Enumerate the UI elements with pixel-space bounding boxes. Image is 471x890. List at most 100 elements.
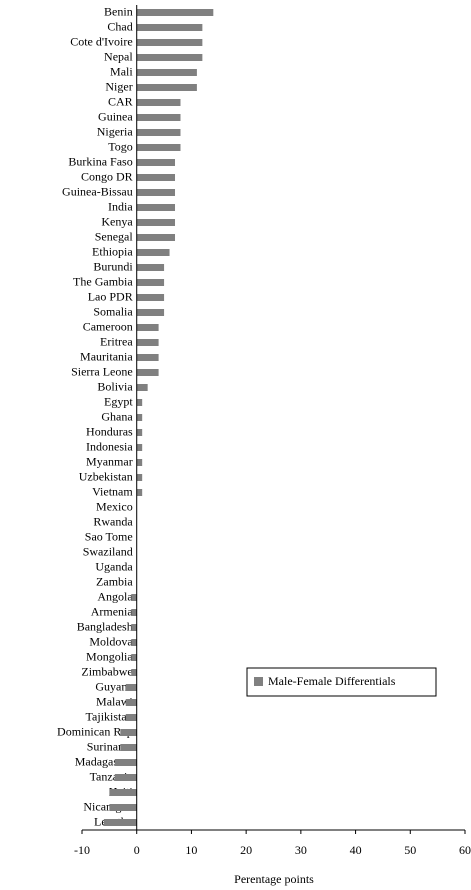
y-tick-label: Kenya: [101, 214, 133, 228]
bar: [114, 759, 137, 766]
y-tick-label: Mauritania: [80, 349, 133, 363]
bar: [136, 144, 181, 151]
y-tick-label: Benin: [104, 4, 133, 18]
y-tick-label: Nigeria: [97, 124, 134, 138]
bar: [109, 789, 137, 796]
y-tick-label: Malawi: [96, 694, 133, 708]
y-tick-label: Dominican Rep: [57, 724, 133, 738]
y-tick-label: Moldova: [89, 634, 133, 648]
bar: [136, 384, 148, 391]
x-tick-label: 60: [459, 843, 471, 857]
y-tick-label: Rwanda: [93, 514, 133, 528]
y-tick-label: Mali: [110, 64, 133, 78]
bar: [125, 699, 137, 706]
bar: [120, 744, 137, 751]
y-tick-label: CAR: [108, 94, 133, 108]
bar: [136, 474, 143, 481]
bar: [136, 174, 176, 181]
bar: [136, 339, 159, 346]
y-tick-label: Togo: [108, 139, 133, 153]
y-tick-label: Mexico: [96, 499, 133, 513]
bar: [136, 69, 197, 76]
bar: [136, 129, 181, 136]
y-tick-label: Swaziland: [83, 544, 133, 558]
bar: [136, 204, 176, 211]
bar: [136, 414, 143, 421]
y-tick-label: Nepal: [104, 49, 133, 63]
y-tick-label: Congo DR: [81, 169, 133, 183]
bar: [136, 9, 214, 16]
y-tick-label: Uzbekistan: [79, 469, 133, 483]
y-tick-label: Somalia: [93, 304, 133, 318]
bar: [136, 354, 159, 361]
y-tick-label: Armenia: [91, 604, 134, 618]
y-tick-label: Burkina Faso: [68, 154, 132, 168]
y-tick-label: Mongolia: [86, 649, 133, 663]
bar: [103, 819, 137, 826]
y-tick-label: Bangladesh: [77, 619, 133, 633]
y-tick-label: Vietnam: [92, 484, 133, 498]
y-tick-label: Senegal: [95, 229, 134, 243]
y-tick-label: Ethiopia: [92, 244, 133, 258]
y-tick-label: Eritrea: [100, 334, 133, 348]
y-tick-label: Myanmar: [86, 454, 133, 468]
x-tick-label: -10: [74, 843, 90, 857]
bar: [136, 444, 143, 451]
y-tick-label: The Gambia: [73, 274, 133, 288]
bar: [136, 54, 203, 61]
y-tick-label: Guinea-Bissau: [62, 184, 133, 198]
bar: [131, 624, 137, 631]
bar: [136, 84, 197, 91]
bar: [131, 594, 137, 601]
y-tick-label: Burundi: [93, 259, 133, 273]
bar: [136, 189, 176, 196]
bar: [136, 324, 159, 331]
bar: [136, 264, 165, 271]
bar: [136, 249, 170, 256]
y-tick-label: Honduras: [86, 424, 133, 438]
y-tick-label: Indonesia: [86, 439, 133, 453]
y-tick-label: Zambia: [96, 574, 133, 588]
bar: [136, 234, 176, 241]
bar: [109, 804, 137, 811]
bar: [136, 369, 159, 376]
y-tick-label: Sao Tome: [85, 529, 133, 543]
y-tick-label: Bolivia: [97, 379, 133, 393]
bar: [136, 309, 165, 316]
y-tick-label: Zimbabwe: [81, 664, 132, 678]
y-tick-label: Sierra Leone: [71, 364, 133, 378]
bar: [114, 774, 137, 781]
x-tick-label: 0: [134, 843, 140, 857]
legend-swatch: [254, 677, 263, 686]
y-tick-label: Guinea: [98, 109, 133, 123]
bar: [136, 279, 165, 286]
y-tick-label: Uganda: [95, 559, 133, 573]
x-tick-label: 50: [404, 843, 416, 857]
bar: [136, 294, 165, 301]
x-tick-label: 10: [185, 843, 197, 857]
y-tick-label: Chad: [107, 19, 132, 33]
x-tick-label: 30: [295, 843, 307, 857]
x-axis-title: Perentage points: [234, 872, 314, 886]
y-tick-label: Lao PDR: [88, 289, 133, 303]
legend-box: [246, 667, 437, 697]
bar: [136, 39, 203, 46]
y-tick-label: Cote d'Ivoire: [70, 34, 132, 48]
bar: [125, 684, 137, 691]
bar: [136, 489, 143, 496]
x-tick-label: 40: [350, 843, 362, 857]
y-tick-label: India: [108, 199, 133, 213]
bar: [136, 429, 143, 436]
y-tick-label: Niger: [105, 79, 132, 93]
bar: [120, 729, 137, 736]
bar: [136, 399, 143, 406]
y-tick-label: Egypt: [104, 394, 133, 408]
bar: [136, 159, 176, 166]
x-tick-label: 20: [240, 843, 252, 857]
bar: [131, 669, 137, 676]
y-tick-label: Ghana: [101, 409, 133, 423]
bar: [131, 654, 137, 661]
bar: [136, 114, 181, 121]
y-tick-label: Cameroon: [83, 319, 133, 333]
